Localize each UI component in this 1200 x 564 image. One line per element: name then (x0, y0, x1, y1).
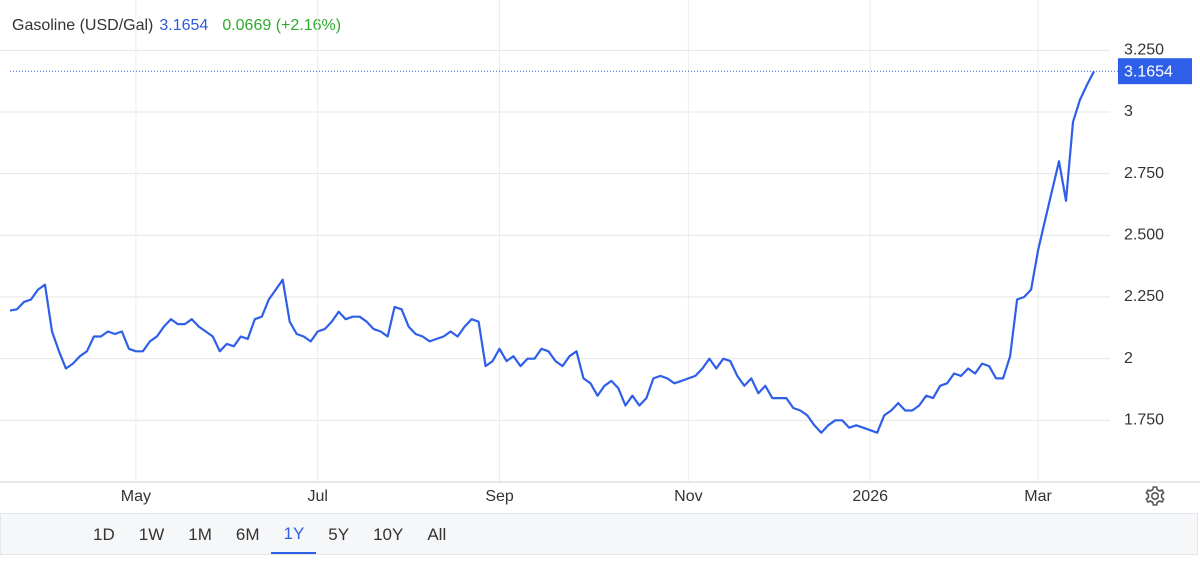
y-tick-label: 2.250 (1124, 288, 1164, 305)
y-tick-label: 2.500 (1124, 227, 1164, 244)
range-button[interactable]: 1W (138, 525, 165, 544)
range-button[interactable]: 1M (188, 525, 212, 544)
price-line (9, 70, 1095, 434)
y-tick-label: 3.250 (1124, 42, 1164, 59)
y-tick-label: 3 (1124, 103, 1133, 120)
range-button[interactable]: 10Y (373, 525, 404, 544)
price-tag (1118, 58, 1192, 85)
range-button[interactable]: All (427, 525, 447, 544)
last-price: 3.1654 (159, 17, 209, 34)
x-tick-label: May (121, 488, 151, 505)
x-tick-label: Mar (1024, 488, 1052, 505)
range-button[interactable]: 5Y (328, 525, 350, 544)
x-tick-label: Sep (485, 488, 514, 505)
settings-icon[interactable] (1145, 486, 1165, 506)
price-tag-label: 3.1654 (1124, 63, 1173, 80)
x-tick-label: Jul (307, 488, 327, 505)
chart-title: Gasoline (USD/Gal) (12, 17, 154, 34)
price-change: 0.0669 (+2.16%) (222, 17, 342, 34)
y-tick-label: 1.750 (1124, 412, 1164, 429)
range-bar: 1D 1W 1M 6M 1Y 5Y 10Y All (0, 513, 1198, 555)
range-button[interactable]: 1D (93, 525, 115, 544)
x-tick-label: Nov (674, 488, 702, 505)
y-tick-label: 2.750 (1124, 165, 1164, 182)
y-tick-label: 2 (1124, 350, 1133, 367)
chart: 1.750 2 2.250 2.500 2.750 3 3.250 May Jul Sep Nov 2… (0, 0, 1200, 506)
x-tick-label: 2026 (852, 488, 888, 505)
range-button[interactable]: 6M (235, 525, 260, 544)
range-button[interactable]: 1Y (271, 514, 317, 554)
header: Gasoline (USD/Gal) 3.1654 0.0669 (+2.16%… (12, 17, 341, 35)
